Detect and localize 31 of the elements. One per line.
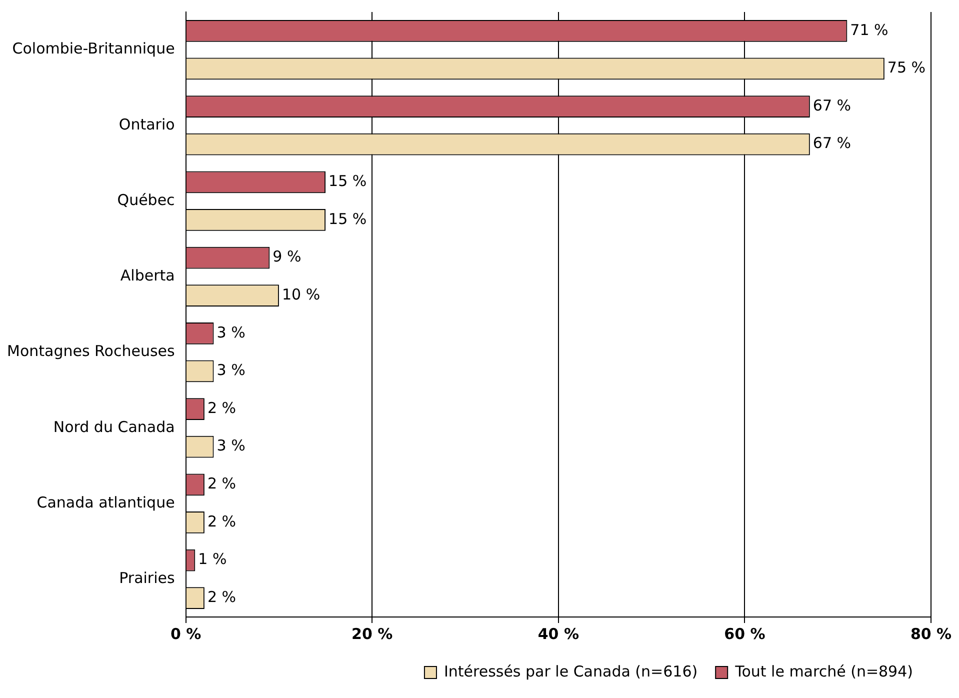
- data-label: 2 %: [207, 398, 236, 417]
- y-tick-label: Nord du Canada: [53, 418, 175, 436]
- data-label: 71 %: [850, 20, 888, 39]
- data-label: 67 %: [812, 134, 852, 152]
- legend-label: Tout le marché (n=894): [734, 662, 914, 680]
- data-label: 9 %: [272, 248, 302, 266]
- data-label: 3 %: [216, 323, 246, 342]
- legend-label: Intéressés par le Canada (n=616): [444, 662, 698, 680]
- data-label: 2 %: [207, 588, 236, 606]
- x-tick-label: 60 %: [724, 624, 766, 643]
- y-tick-label: Canada atlantique: [36, 493, 175, 512]
- y-tick-label: Prairies: [119, 569, 175, 588]
- data-label: 2 %: [207, 512, 236, 530]
- y-tick-label: Alberta: [120, 266, 175, 285]
- data-label: 1 %: [198, 550, 227, 568]
- data-label: 67 %: [812, 96, 852, 114]
- y-tick-label: Colombie-Britannique: [12, 40, 175, 58]
- x-tick-label: 0 %: [170, 624, 202, 643]
- y-tick-label: Québec: [117, 190, 175, 209]
- y-tick-label: Ontario: [118, 115, 175, 134]
- data-label: 3 %: [216, 436, 246, 455]
- data-label: 3 %: [216, 361, 246, 380]
- data-label: 2 %: [207, 474, 236, 493]
- data-label: 15 %: [328, 172, 367, 190]
- data-label: 75 %: [887, 58, 926, 77]
- x-tick-label: 40 %: [538, 624, 579, 643]
- y-tick-label: Montagnes Rocheuses: [7, 342, 175, 360]
- x-tick-label: 80 %: [910, 624, 952, 643]
- x-tick-label: 20 %: [352, 624, 393, 643]
- data-label: 10 %: [282, 285, 320, 304]
- data-label: 15 %: [328, 210, 367, 228]
